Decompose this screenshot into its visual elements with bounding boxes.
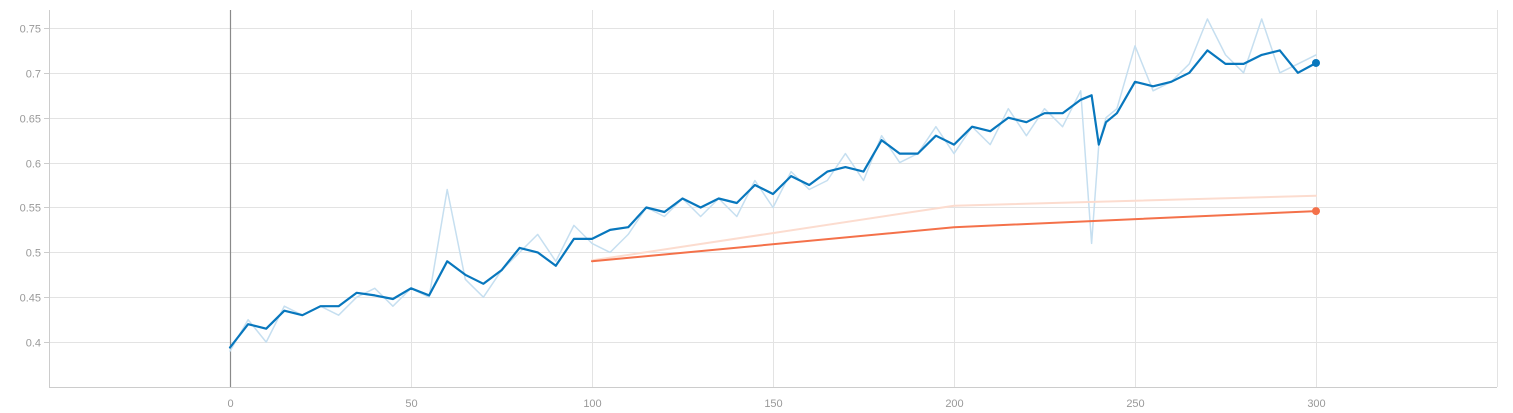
x-tick-label: 100	[583, 398, 601, 410]
y-tick-label: 0.7	[26, 69, 41, 81]
series-line-orange-raw	[591, 194, 1317, 262]
series-line-blue-smoothed	[228, 49, 1318, 349]
y-tick-label: 0.6	[26, 159, 41, 171]
y-tick-label: 0.4	[26, 338, 41, 350]
y-tick-label: 0.65	[20, 114, 41, 126]
x-tick-label: 200	[945, 398, 963, 410]
y-tick-label: 0.75	[20, 24, 41, 36]
series-line-orange-smoothed	[591, 210, 1317, 263]
y-tick-label: 0.45	[20, 293, 41, 305]
x-tick-label: 250	[1126, 398, 1144, 410]
y-tick-label: 0.55	[20, 203, 41, 215]
y-tick-label: 0.5	[26, 248, 41, 260]
endpoint-marker-blue	[1312, 58, 1320, 67]
x-tick-label: 0	[227, 398, 233, 410]
x-tick-label: 300	[1307, 398, 1325, 410]
endpoint-marker-orange	[1312, 207, 1320, 216]
x-tick-label: 50	[405, 398, 417, 410]
x-tick-label: 150	[764, 398, 782, 410]
